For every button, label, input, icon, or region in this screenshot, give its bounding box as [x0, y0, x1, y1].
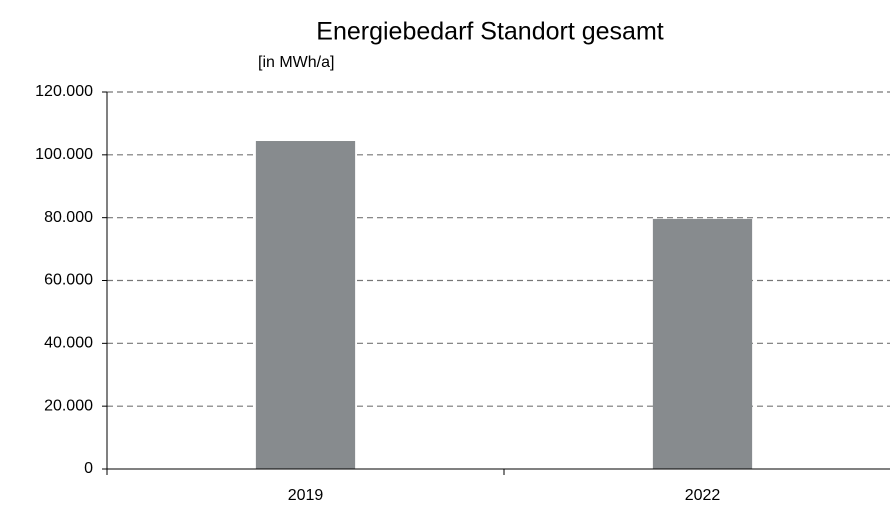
bar: [255, 141, 356, 469]
y-tick-label: 100.000: [35, 146, 93, 163]
y-tick-label: 120.000: [35, 83, 93, 100]
y-tick-label: 80.000: [44, 209, 93, 226]
chart-title: Energiebedarf Standort gesamt: [316, 18, 663, 46]
chart-subtitle: [in MWh/a]: [258, 54, 334, 71]
y-tick-label: 0: [84, 460, 93, 477]
x-tick-label: 2022: [685, 487, 721, 504]
y-tick-label: 60.000: [44, 272, 93, 289]
x-tick-label: 2019: [288, 487, 324, 504]
y-tick-label: 20.000: [44, 397, 93, 414]
y-tick-label: 40.000: [44, 335, 93, 352]
bar: [652, 218, 753, 469]
